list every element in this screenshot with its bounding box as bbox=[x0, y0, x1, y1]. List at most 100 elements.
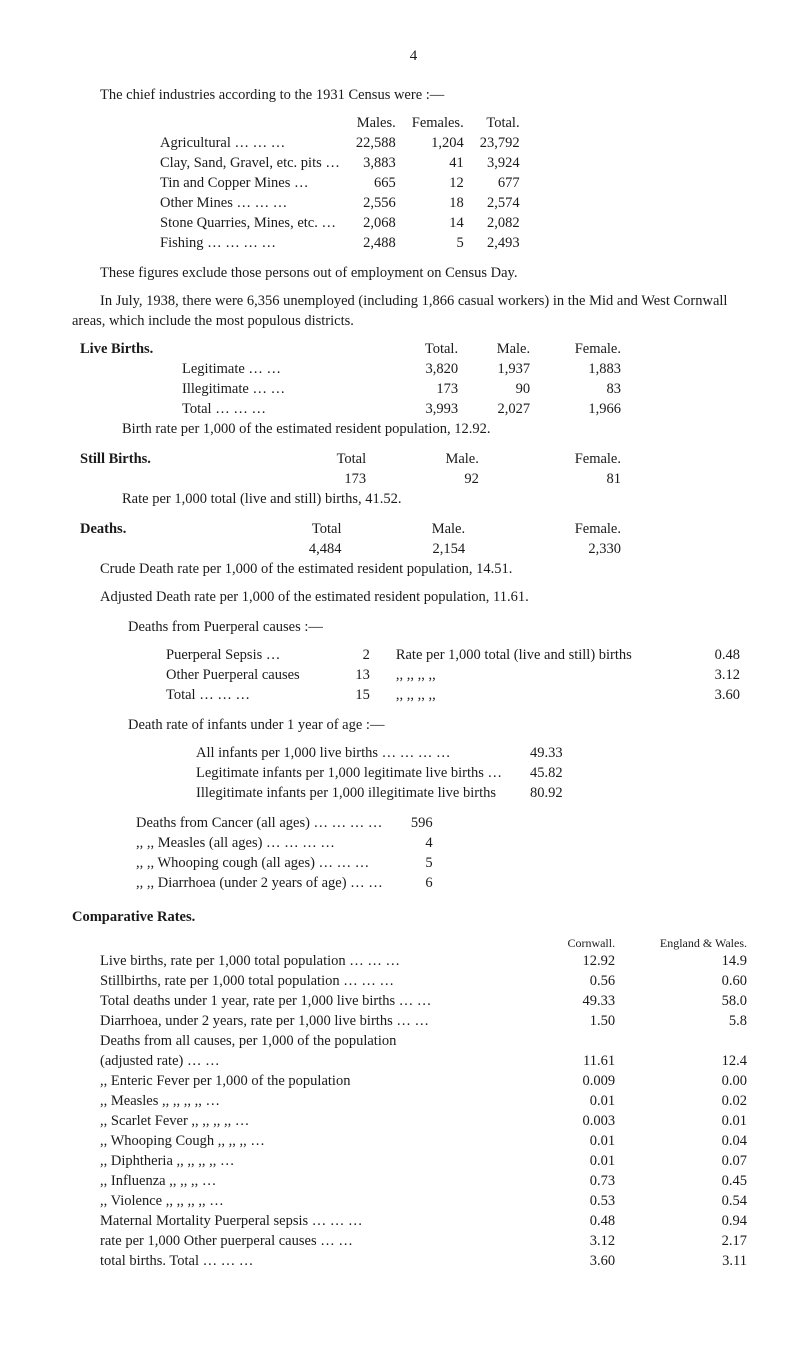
comp-c: 49.33 bbox=[542, 991, 623, 1011]
still-birth-note: Rate per 1,000 total (live and still) bi… bbox=[72, 489, 755, 509]
comp-label: Diarrhoea, under 2 years, rate per 1,000… bbox=[72, 1011, 542, 1031]
comp-c: 0.003 bbox=[542, 1111, 623, 1131]
d-h-male: Male. bbox=[350, 519, 474, 539]
lb-label: Illegitimate … … bbox=[72, 379, 394, 399]
p-n: 13 bbox=[341, 665, 378, 685]
comp-c: 0.56 bbox=[542, 971, 623, 991]
d-t: 4,484 bbox=[228, 539, 350, 559]
ind-f: 1,204 bbox=[404, 133, 472, 153]
live-births-section: Live Births. Total. Male. Female. Legiti… bbox=[72, 339, 755, 439]
lb-m: 2,027 bbox=[466, 399, 538, 419]
comp-c: 3.12 bbox=[542, 1231, 623, 1251]
comp-e: 0.04 bbox=[623, 1131, 755, 1151]
comp-c bbox=[542, 1031, 623, 1051]
lb-f: 1,883 bbox=[538, 359, 629, 379]
comp-label: Stillbirths, rate per 1,000 total popula… bbox=[72, 971, 542, 991]
deaths-from-section: Deaths from Cancer (all ages) … … … …596… bbox=[72, 813, 755, 893]
comp-label: ,, Influenza ,, ,, ,, … bbox=[72, 1171, 542, 1191]
comp-c: 0.73 bbox=[542, 1171, 623, 1191]
inf-val: 45.82 bbox=[510, 763, 571, 783]
comp-c: 0.48 bbox=[542, 1211, 623, 1231]
comp-label: Maternal Mortality Puerperal sepsis … … … bbox=[72, 1211, 542, 1231]
comp-label: ,, Violence ,, ,, ,, ,, … bbox=[72, 1191, 542, 1211]
ind-f: 41 bbox=[404, 153, 472, 173]
comp-c: 11.61 bbox=[542, 1051, 623, 1071]
ind-label: Agricultural … … … bbox=[152, 133, 348, 153]
inf-val: 49.33 bbox=[510, 743, 571, 763]
sb-h-total: Total bbox=[270, 449, 374, 469]
comp-e: 12.4 bbox=[623, 1051, 755, 1071]
ind-m: 22,588 bbox=[348, 133, 404, 153]
col-males: Males. bbox=[348, 113, 404, 133]
d-m: 2,154 bbox=[350, 539, 474, 559]
sb-f: 81 bbox=[487, 469, 629, 489]
comp-c: 12.92 bbox=[542, 951, 623, 971]
comp-e: 58.0 bbox=[623, 991, 755, 1011]
puerperal-section: Deaths from Puerperal causes :— Puerpera… bbox=[72, 617, 755, 705]
ind-m: 2,068 bbox=[348, 213, 404, 233]
lb-h-male: Male. bbox=[466, 339, 538, 359]
comp-e: 5.8 bbox=[623, 1011, 755, 1031]
ind-f: 5 bbox=[404, 233, 472, 253]
ind-t: 3,924 bbox=[472, 153, 528, 173]
p-val: 3.12 bbox=[697, 665, 748, 685]
birth-rate-note: Birth rate per 1,000 of the estimated re… bbox=[72, 419, 755, 439]
ind-label: Tin and Copper Mines … bbox=[152, 173, 348, 193]
sb-h-female: Female. bbox=[487, 449, 629, 469]
comp-label: ,, Scarlet Fever ,, ,, ,, ,, … bbox=[72, 1111, 542, 1131]
adjusted-rate: Adjusted Death rate per 1,000 of the est… bbox=[100, 587, 755, 607]
comp-c: 0.53 bbox=[542, 1191, 623, 1211]
lb-h-total: Total. bbox=[394, 339, 466, 359]
comp-label: ,, Enteric Fever per 1,000 of the popula… bbox=[72, 1071, 542, 1091]
comp-label: ,, Diphtheria ,, ,, ,, ,, … bbox=[72, 1151, 542, 1171]
comp-label: Live births, rate per 1,000 total popula… bbox=[72, 951, 542, 971]
df-label: ,, ,, Diarrhoea (under 2 years of age) …… bbox=[128, 873, 391, 893]
comp-e: 0.45 bbox=[623, 1171, 755, 1191]
ind-t: 677 bbox=[472, 173, 528, 193]
p-label: Total … … … bbox=[158, 685, 341, 705]
ind-m: 2,556 bbox=[348, 193, 404, 213]
deaths-title: Deaths. bbox=[80, 521, 126, 537]
comp-col-cornwall: Cornwall. bbox=[542, 935, 623, 952]
p-n: 2 bbox=[341, 645, 378, 665]
inf-label: Illegitimate infants per 1,000 illegitim… bbox=[188, 783, 510, 803]
ind-t: 2,082 bbox=[472, 213, 528, 233]
ind-label: Clay, Sand, Gravel, etc. pits … bbox=[152, 153, 348, 173]
inf-val: 80.92 bbox=[510, 783, 571, 803]
p-rtext: ,, ,, ,, ,, bbox=[378, 685, 698, 705]
intro-line: The chief industries according to the 19… bbox=[72, 85, 755, 105]
comp-e: 0.94 bbox=[623, 1211, 755, 1231]
sb-m: 92 bbox=[374, 469, 487, 489]
comp-e bbox=[623, 1031, 755, 1051]
p-n: 15 bbox=[341, 685, 378, 705]
p-rtext: ,, ,, ,, ,, bbox=[378, 665, 698, 685]
ind-m: 3,883 bbox=[348, 153, 404, 173]
comp-label: total births. Total … … … bbox=[72, 1251, 542, 1271]
df-val: 4 bbox=[391, 833, 441, 853]
industries-table: Males. Females. Total. Agricultural … … … bbox=[152, 113, 755, 253]
crude-rate: Crude Death rate per 1,000 of the estima… bbox=[100, 559, 755, 579]
lb-label: Total … … … bbox=[72, 399, 394, 419]
col-total: Total. bbox=[472, 113, 528, 133]
lb-t: 173 bbox=[394, 379, 466, 399]
comp-label: rate per 1,000 Other puerperal causes … … bbox=[72, 1231, 542, 1251]
ind-m: 665 bbox=[348, 173, 404, 193]
puerperal-heading: Deaths from Puerperal causes :— bbox=[128, 617, 755, 637]
deaths-section: Deaths. Total Male. Female. 4,4842,1542,… bbox=[72, 519, 755, 607]
comp-e: 2.17 bbox=[623, 1231, 755, 1251]
comparative-section: Cornwall. England & Wales. Live births, … bbox=[72, 935, 755, 1272]
comp-c: 0.01 bbox=[542, 1091, 623, 1111]
ind-label: Stone Quarries, Mines, etc. … bbox=[152, 213, 348, 233]
df-label: ,, ,, Whooping cough (all ages) … … … bbox=[128, 853, 391, 873]
comp-e: 0.54 bbox=[623, 1191, 755, 1211]
p-val: 3.60 bbox=[697, 685, 748, 705]
still-births-section: Still Births. Total Male. Female. 173928… bbox=[72, 449, 755, 509]
p-val: 0.48 bbox=[697, 645, 748, 665]
comp-label: Total deaths under 1 year, rate per 1,00… bbox=[72, 991, 542, 1011]
comp-e: 0.00 bbox=[623, 1071, 755, 1091]
comp-c: 0.01 bbox=[542, 1131, 623, 1151]
p-rtext: Rate per 1,000 total (live and still) bi… bbox=[378, 645, 698, 665]
para-unemployed: In July, 1938, there were 6,356 unemploy… bbox=[72, 291, 755, 331]
comparative-title: Comparative Rates. bbox=[72, 909, 195, 925]
lb-t: 3,993 bbox=[394, 399, 466, 419]
